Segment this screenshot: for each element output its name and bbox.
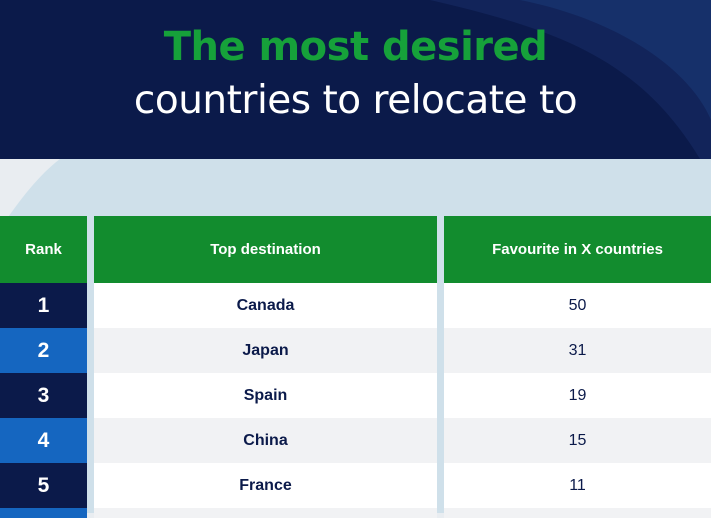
rank-cell-partial bbox=[0, 508, 87, 518]
favourite-header: Favourite in X countries bbox=[444, 216, 711, 283]
page-title-highlight: The most desired bbox=[163, 24, 548, 70]
page-title: countries to relocate to bbox=[133, 78, 578, 123]
destination-cell: Japan bbox=[94, 328, 437, 373]
destination-cell: France bbox=[94, 463, 437, 508]
destination-cell-partial bbox=[94, 508, 437, 518]
favourite-cell: 11 bbox=[444, 463, 711, 508]
destination-cell: Spain bbox=[94, 373, 437, 418]
destination-cell: China bbox=[94, 418, 437, 463]
rank-header: Rank bbox=[0, 216, 87, 283]
background-swoosh bbox=[430, 0, 711, 159]
destination-header: Top destination bbox=[94, 216, 437, 283]
header-banner: The most desired countries to relocate t… bbox=[0, 0, 711, 159]
favourite-cell: 15 bbox=[444, 418, 711, 463]
rank-cell: 2 bbox=[0, 328, 87, 373]
destination-column: Top destination Canada Japan Spain China… bbox=[94, 216, 437, 518]
rank-cell: 4 bbox=[0, 418, 87, 463]
rank-cell: 1 bbox=[0, 283, 87, 328]
rank-column: Rank 1 2 3 4 5 bbox=[0, 216, 87, 518]
rank-cell: 5 bbox=[0, 463, 87, 508]
favourite-cell-partial bbox=[444, 508, 711, 518]
favourite-cell: 31 bbox=[444, 328, 711, 373]
favourite-cell: 19 bbox=[444, 373, 711, 418]
destination-cell: Canada bbox=[94, 283, 437, 328]
favourite-column: Favourite in X countries 50 31 19 15 11 bbox=[444, 216, 711, 518]
rank-cell: 3 bbox=[0, 373, 87, 418]
favourite-cell: 50 bbox=[444, 283, 711, 328]
